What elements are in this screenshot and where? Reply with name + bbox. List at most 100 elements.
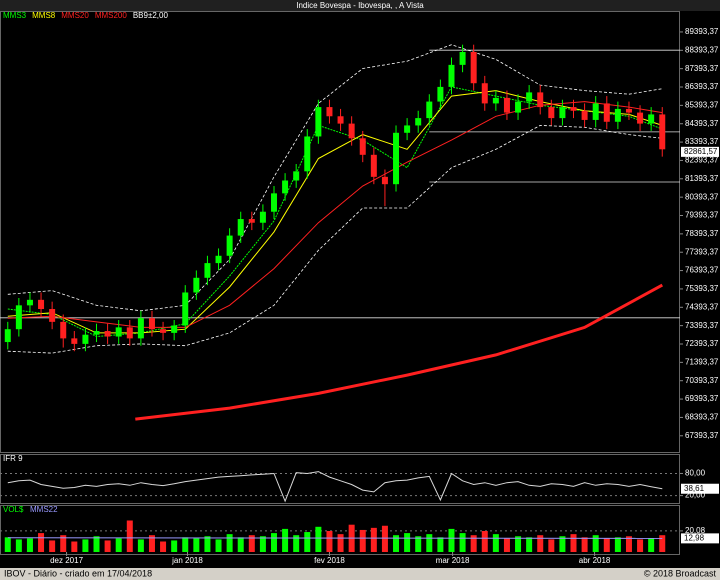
volume-bar [659, 535, 666, 552]
candle-body [49, 309, 56, 322]
candle-body [193, 277, 200, 293]
volume-bar [137, 539, 144, 552]
volume-panel [0, 505, 680, 555]
volume-bar [182, 537, 189, 552]
y-tick-label: 20,00 [685, 491, 706, 500]
candle-body [426, 101, 433, 119]
candle-body [148, 318, 155, 330]
candle-body [326, 107, 333, 117]
volume-bar [337, 534, 344, 552]
last-value-box [681, 483, 719, 494]
volume-bar [470, 535, 477, 552]
candle-body [515, 101, 522, 113]
volume-bar [93, 536, 100, 552]
volume-bar [204, 536, 211, 552]
volume-bar [437, 537, 444, 552]
candle-body [559, 107, 566, 119]
volume-bar [193, 538, 200, 552]
volume-bar [115, 538, 122, 552]
header-bar [0, 0, 720, 11]
candle-body [625, 108, 632, 113]
x-tick-label: mar 2018 [436, 556, 470, 565]
candle-body [537, 92, 544, 108]
last-value-label: 38,61 [684, 484, 705, 493]
legend-entry: MMS20 [61, 11, 89, 20]
x-tick-label: jan 2018 [171, 556, 203, 565]
candle-body [459, 52, 466, 65]
candle-body [137, 318, 144, 339]
candle-body [60, 321, 67, 339]
series-line [7, 471, 663, 503]
volume-bar [526, 537, 533, 552]
volume-bar [49, 540, 56, 552]
candle-body [248, 219, 255, 223]
candle-body [160, 329, 167, 333]
candle-body [404, 125, 411, 133]
volume-bar [614, 537, 621, 552]
volume-bar [160, 541, 167, 552]
chart-title: Indice Bovespa - Ibovespa, , A Vista [296, 1, 424, 10]
volume-bar [82, 539, 89, 552]
footer-right: © 2018 Broadcast [644, 568, 717, 578]
y-tick-label: 76393,37 [685, 266, 719, 275]
volume-bar [104, 540, 111, 552]
volume-bar [637, 539, 644, 552]
candle-body [82, 334, 89, 344]
candle-body [637, 112, 644, 124]
candle-body [93, 331, 100, 335]
volume-bar [359, 529, 366, 552]
volume-bar [26, 538, 33, 552]
candle-body [4, 329, 11, 343]
volume-bar [226, 534, 233, 552]
volume-bar [592, 535, 599, 552]
legend-entry: MMS8 [32, 11, 56, 20]
volume-bar [492, 534, 499, 552]
volume-bar [126, 520, 133, 552]
candle-body [315, 107, 322, 137]
footer-bar [0, 568, 720, 580]
candle-body [381, 176, 388, 185]
candle-body [171, 325, 178, 333]
x-tick-label: fev 2018 [314, 556, 345, 565]
price-panel [0, 11, 680, 453]
y-tick-label: 82393,37 [685, 156, 719, 165]
candle-body [237, 219, 244, 236]
y-tick-label: 88393,37 [685, 45, 719, 54]
y-tick-label: 72393,37 [685, 339, 719, 348]
y-tick-label: 87393,37 [685, 64, 719, 73]
candle-body [603, 103, 610, 122]
candle-body [492, 97, 499, 104]
volume-bar [38, 533, 45, 552]
volume-bar [393, 535, 400, 552]
y-tick-label: 71393,37 [685, 357, 719, 366]
volume-bar [71, 541, 78, 552]
y-tick-label: 79393,37 [685, 211, 719, 220]
volume-bar [548, 539, 555, 552]
volume-bar [459, 533, 466, 552]
y-tick-label: 80,00 [685, 469, 706, 478]
volume-bar [370, 527, 377, 552]
y-tick-label: 81393,37 [685, 174, 719, 183]
y-tick-label: 78393,37 [685, 229, 719, 238]
y-tick-label: 68393,37 [685, 413, 719, 422]
volume-bar [625, 536, 632, 552]
x-tick-label: dez 2017 [50, 556, 83, 565]
candle-body [415, 118, 422, 126]
volume-bar [537, 535, 544, 552]
volume-bar [559, 536, 566, 552]
footer-left: IBOV - Diário - criado em 17/04/2018 [4, 568, 152, 578]
volume-bar [293, 535, 300, 552]
candle-body [526, 92, 533, 102]
y-tick-label: 80393,37 [685, 192, 719, 201]
volume-bar [326, 531, 333, 552]
volume-bar [237, 537, 244, 552]
candle-body [15, 305, 22, 330]
volume-bar [282, 528, 289, 552]
candle-body [259, 211, 266, 223]
candle-body [38, 299, 45, 310]
last-value-label: 12,98 [684, 533, 705, 542]
volume-bar [248, 535, 255, 552]
candle-body [614, 108, 621, 122]
